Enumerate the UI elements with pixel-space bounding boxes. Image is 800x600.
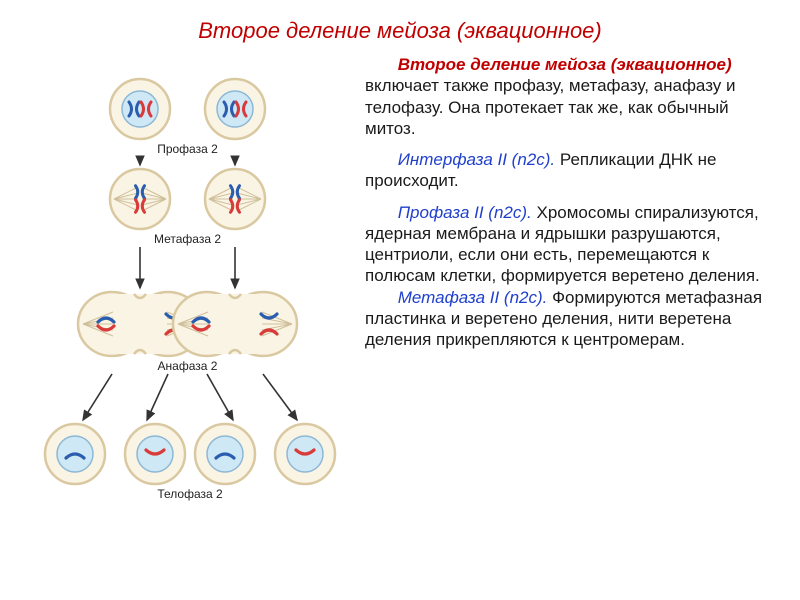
paragraph-metaphase: Метафаза II (n2c). Формируются метафазна… [365, 287, 770, 351]
text-column: Второе деление мейоза (эквационное) вклю… [355, 54, 770, 554]
svg-text:Телофаза 2: Телофаза 2 [157, 487, 223, 501]
svg-text:Метафаза 2: Метафаза 2 [154, 232, 221, 246]
page-title: Второе деление мейоза (эквационное) [0, 0, 800, 44]
svg-text:Анафаза 2: Анафаза 2 [158, 359, 218, 373]
intro-rest: включает также профазу, метафазу, анафаз… [365, 76, 736, 138]
paragraph-intro: Второе деление мейоза (эквационное) вклю… [365, 54, 770, 139]
diagram-column: Профаза 2 Метафаза 2 Анафаза 2 Телофаза 2 [20, 54, 355, 554]
interphase-lead: Интерфаза II (n2c). [398, 150, 555, 169]
intro-lead: Второе деление мейоза (эквационное) [398, 55, 732, 74]
prophase-lead: Профаза II (n2c). [398, 203, 532, 222]
paragraph-prophase: Профаза II (n2c). Хромосомы спирализуютс… [365, 202, 770, 287]
content-row: Профаза 2 Метафаза 2 Анафаза 2 Телофаза 2 В… [0, 44, 800, 554]
svg-text:Профаза 2: Профаза 2 [157, 142, 218, 156]
meiosis-diagram: Профаза 2 Метафаза 2 Анафаза 2 Телофаза 2 [20, 54, 355, 554]
metaphase-lead: Метафаза II (n2c). [398, 288, 548, 307]
paragraph-interphase: Интерфаза II (n2c). Репликации ДНК не пр… [365, 149, 770, 192]
